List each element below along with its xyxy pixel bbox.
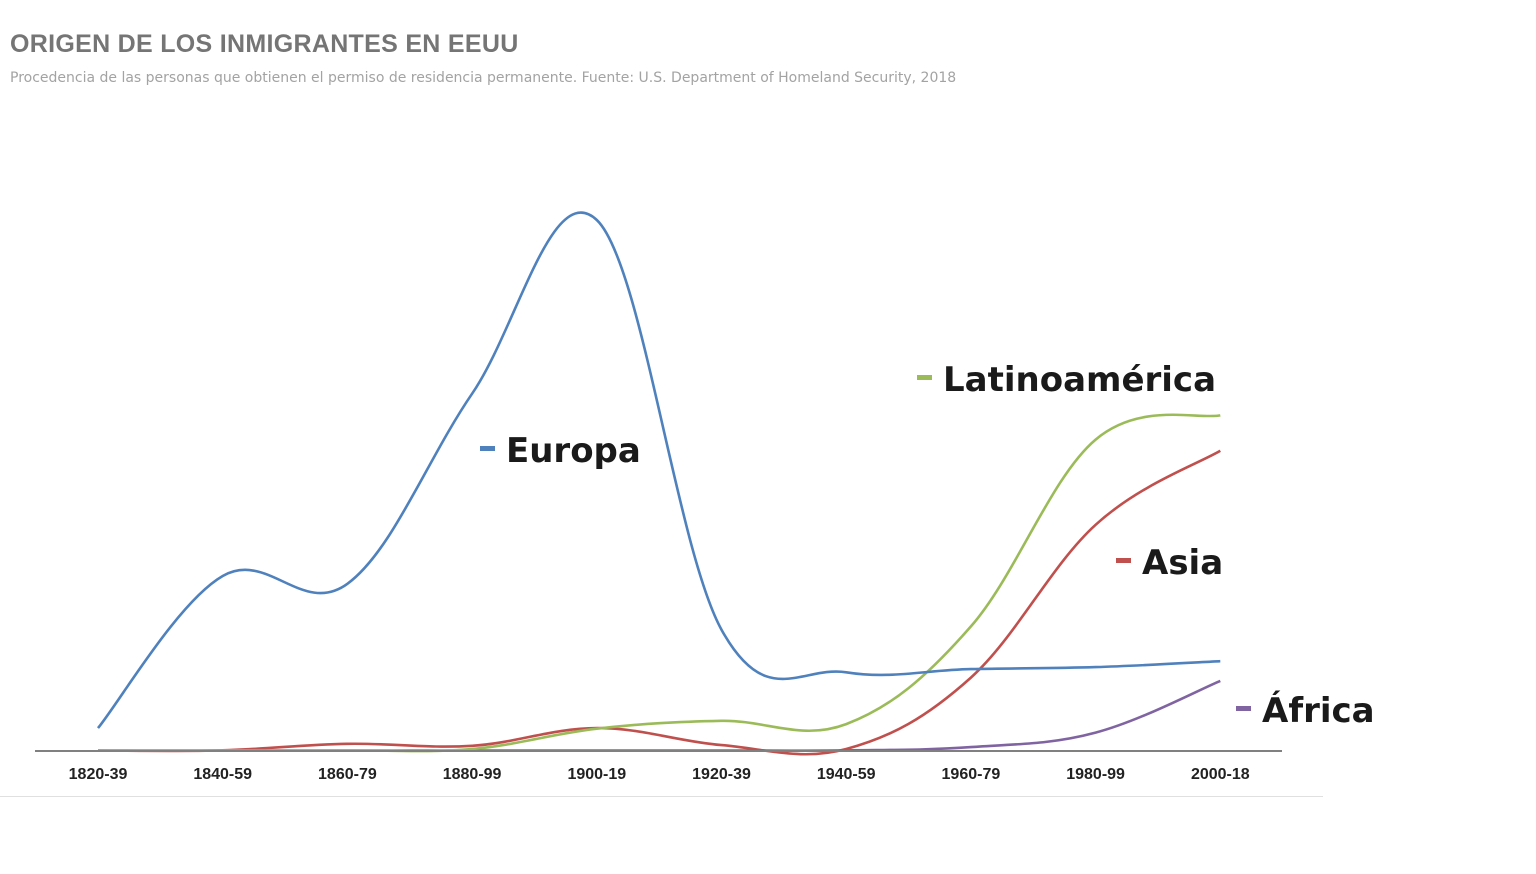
chart-bottom-divider xyxy=(0,796,1323,797)
legend-label-text: África xyxy=(1262,690,1375,731)
series-line-europa xyxy=(96,211,1221,729)
legend-label-text: Asia xyxy=(1142,543,1223,583)
legend-label-asia: Asia xyxy=(1116,543,1223,583)
x-tick-label: 1920-39 xyxy=(692,766,751,783)
legend-label-europa: Europa xyxy=(480,431,641,471)
legend-label-text: Latinoamérica xyxy=(943,360,1216,400)
series-line-africa xyxy=(98,679,1221,752)
series-lines xyxy=(96,211,1221,756)
series-line-asia xyxy=(97,449,1221,756)
x-tick-label: 1960-79 xyxy=(942,766,1001,783)
legend-label-text: Europa xyxy=(506,431,641,471)
series-line-latinoamerica xyxy=(98,413,1221,753)
x-tick-label: 1900-19 xyxy=(567,766,626,783)
x-axis-ticks: 1820-39 1840-59 1860-79 1880-99 1900-19 1920-… xyxy=(69,766,1250,783)
legend-swatch-icon xyxy=(1236,706,1251,711)
legend-label-latinoamerica: Latinoamérica xyxy=(917,360,1216,400)
chart-subtitle: Procedencia de las personas que obtienen… xyxy=(10,70,957,86)
x-tick-label: 1840-59 xyxy=(193,766,252,783)
x-tick-label: 1980-99 xyxy=(1066,766,1125,783)
legend-label-africa: África xyxy=(1236,690,1375,731)
x-tick-label: 2000-18 xyxy=(1191,766,1250,783)
legend-swatch-icon xyxy=(480,446,495,451)
series-labels: Europa Latinoamérica Asia África xyxy=(480,360,1375,731)
x-tick-label: 1820-39 xyxy=(69,766,128,783)
legend-swatch-icon xyxy=(917,375,932,380)
x-tick-label: 1880-99 xyxy=(443,766,502,783)
legend-swatch-icon xyxy=(1116,558,1131,563)
chart-title: ORIGEN DE LOS INMIGRANTES EN EEUU xyxy=(10,30,519,58)
x-tick-label: 1860-79 xyxy=(318,766,377,783)
x-tick-label: 1940-59 xyxy=(817,766,876,783)
